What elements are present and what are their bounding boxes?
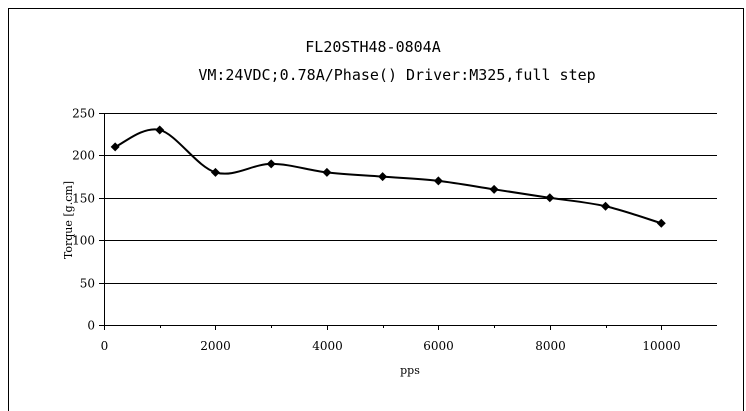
x-axis-label: pps [400, 364, 420, 377]
y-axis-label: Torque [g.cm] [62, 181, 75, 259]
data-point-3000 [266, 159, 276, 169]
data-point-200 [110, 142, 120, 152]
x-tick-label-6000: 6000 [423, 339, 454, 353]
y-tick-label-100: 100 [72, 234, 95, 248]
data-point-1000 [155, 125, 165, 135]
x-tick-label-0: 0 [101, 339, 109, 353]
x-tick-label-8000: 8000 [535, 339, 566, 353]
data-point-10000 [656, 218, 666, 228]
chart-frame [8, 8, 744, 411]
axes [104, 113, 717, 326]
x-tick-label-10000: 10000 [642, 339, 680, 353]
x-tick-label-4000: 4000 [312, 339, 343, 353]
y-tick-label-200: 200 [72, 149, 95, 163]
x-tick-label-2000: 2000 [200, 339, 231, 353]
data-point-2000 [210, 167, 220, 177]
data-point-8000 [545, 193, 555, 203]
chart-subtitle: VM:24VDC;0.78A/Phase() Driver:M325,full … [198, 66, 595, 84]
data-point-7000 [489, 184, 499, 194]
y-tick-label-250: 250 [72, 107, 95, 121]
data-point-9000 [601, 201, 611, 211]
x-tick-labels: 0 2000 4000 6000 8000 10000 [101, 325, 681, 353]
data-point-5000 [378, 172, 388, 182]
y-tick-label-0: 0 [87, 319, 95, 333]
data-markers [110, 125, 666, 228]
data-point-4000 [322, 167, 332, 177]
grid-lines [104, 113, 717, 284]
y-tick-label-50: 50 [80, 277, 95, 291]
y-tick-labels: 0 50 100 150 200 250 [72, 107, 104, 333]
data-point-6000 [433, 176, 443, 186]
torque-curve [114, 128, 662, 225]
y-tick-label-150: 150 [72, 192, 95, 206]
chart-title: FL20STH48-0804A [305, 38, 440, 56]
